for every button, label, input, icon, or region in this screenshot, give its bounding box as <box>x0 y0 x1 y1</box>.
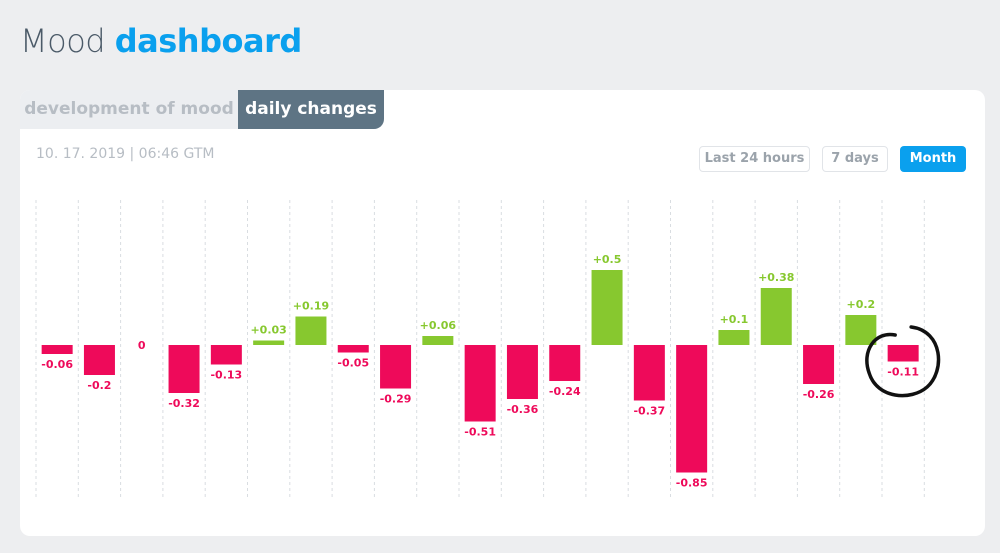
bar[interactable] <box>591 270 623 345</box>
bar[interactable] <box>845 315 877 345</box>
page-title: Mood dashboard <box>20 22 302 60</box>
page-title-bold: dashboard <box>114 22 303 60</box>
bar-value-label: +0.38 <box>758 271 794 284</box>
annotation <box>865 325 941 398</box>
bar-value-label: -0.32 <box>168 397 200 410</box>
bar[interactable] <box>380 345 412 389</box>
bar-value-label: -0.06 <box>41 358 73 371</box>
bar[interactable] <box>633 345 665 401</box>
bar-value-label: -0.37 <box>633 405 665 418</box>
bar[interactable] <box>676 345 708 473</box>
month-button[interactable]: Month <box>900 146 966 172</box>
last-24-hours-button[interactable]: Last 24 hours <box>699 146 810 172</box>
bar[interactable] <box>83 345 115 375</box>
timestamp: 10. 17. 2019 | 06:46 GTM <box>36 146 215 162</box>
bar[interactable] <box>253 340 285 346</box>
bar-value-label: -0.85 <box>676 477 708 490</box>
grid-lines <box>35 200 925 500</box>
bar-value-label: -0.05 <box>337 357 369 370</box>
bar-value-label: +0.06 <box>420 319 457 332</box>
bar[interactable] <box>803 345 835 384</box>
7-days-button[interactable]: 7 days <box>822 146 888 172</box>
bar-value-label: -0.13 <box>210 369 242 382</box>
bar-value-label: -0.11 <box>887 366 919 379</box>
bar[interactable] <box>464 345 496 422</box>
bar-value-label: -0.36 <box>507 403 539 416</box>
bar[interactable] <box>295 316 327 346</box>
bar[interactable] <box>337 345 369 353</box>
bar-value-label: +0.1 <box>720 313 749 326</box>
bar-value-label: +0.5 <box>593 253 622 266</box>
bar[interactable] <box>718 330 750 345</box>
bar[interactable] <box>41 345 73 354</box>
tab-daily-changes[interactable]: daily changes <box>238 90 384 129</box>
page-title-light: Mood <box>20 22 106 60</box>
bar[interactable] <box>168 345 200 393</box>
bar-value-label: +0.03 <box>250 324 286 337</box>
bar-value-label: -0.2 <box>87 379 111 392</box>
bar[interactable] <box>887 345 919 362</box>
bar-labels: -0.06 -0.2 0 -0.32 -0.13 +0.03 +0.19 -0.05 -0.29… <box>41 253 919 490</box>
daily-changes-chart: -0.06 -0.2 0 -0.32 -0.13 +0.03 +0.19 -0.05 -0.29… <box>35 200 941 500</box>
bar-value-label: -0.24 <box>549 385 581 398</box>
highlight-circle-annotation <box>865 325 941 398</box>
bar-value-label: +0.19 <box>293 300 329 313</box>
bar[interactable] <box>549 345 581 381</box>
tab-development-of-mood[interactable]: development of mood <box>20 90 238 129</box>
bar[interactable] <box>760 288 792 345</box>
bar-value-label: -0.51 <box>464 426 496 439</box>
bar[interactable] <box>210 345 242 365</box>
bar-value-label: +0.2 <box>846 298 875 311</box>
bars <box>41 270 919 473</box>
bar[interactable] <box>506 345 538 399</box>
bar-value-label: -0.26 <box>803 388 835 401</box>
bar[interactable] <box>422 336 454 345</box>
bar-value-label: 0 <box>138 339 146 352</box>
chart-card: development of mood daily changes 10. 17… <box>20 90 985 536</box>
bar-value-label: -0.29 <box>380 393 412 406</box>
